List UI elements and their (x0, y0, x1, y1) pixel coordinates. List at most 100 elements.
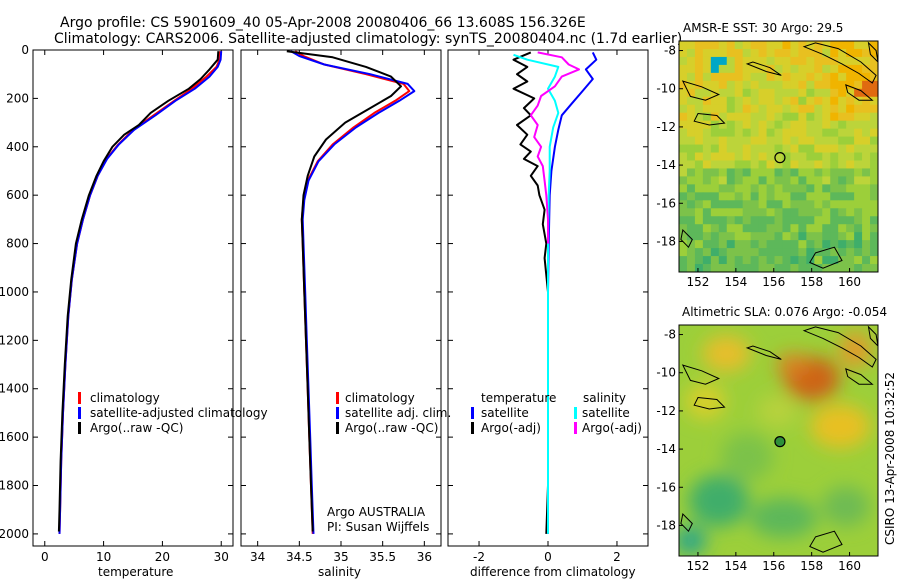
sst-cell (758, 112, 767, 122)
sst-cell (854, 264, 863, 272)
sst-cell (862, 176, 871, 185)
sst-cell (710, 232, 720, 241)
sst-cell (750, 216, 759, 225)
sst-cell (694, 232, 704, 241)
sst-cell (766, 184, 775, 193)
sst-cell (862, 48, 871, 58)
sst-cell (702, 72, 712, 82)
sst-cell (679, 200, 688, 209)
sst-cell (750, 41, 759, 50)
sst-cell (679, 160, 688, 169)
sst-cell (742, 41, 752, 50)
sst-cell (782, 96, 791, 106)
sst-cell (854, 96, 863, 106)
sst-cell (702, 41, 712, 50)
sst-cell (870, 104, 878, 114)
sst-cell (702, 64, 712, 74)
sst-cell (870, 80, 878, 90)
y-tick-label: 2000 (0, 527, 29, 541)
header-line-1: Argo profile: CS 5901609_40 05-Apr-2008 … (60, 15, 586, 31)
sst-cell (758, 128, 767, 137)
sst-cell (750, 136, 759, 145)
map-y-tick-label: -10 (656, 82, 676, 96)
sst-cell (838, 112, 847, 122)
sst-cell (870, 232, 878, 241)
sst-cell (742, 88, 752, 98)
legend-swatch-temp-satellite (471, 407, 474, 419)
sst-cell (742, 64, 752, 74)
sst-cell (702, 144, 712, 153)
sst-cell (750, 144, 759, 153)
sst-cell (679, 232, 688, 241)
sst-cell (854, 256, 863, 265)
salinity-xlabel: salinity (318, 565, 361, 579)
sst-cell (806, 112, 815, 122)
series-line (294, 50, 411, 534)
sst-cell (790, 96, 799, 106)
sst-cell (686, 80, 696, 90)
sst-cell (798, 64, 807, 74)
sst-cell (774, 72, 783, 82)
sst-cell (790, 48, 799, 58)
sst-cell (830, 160, 839, 169)
sst-cell (862, 136, 871, 145)
sst-cell (806, 88, 815, 98)
temperature-ticks: 0 10 20 30 0 200 400 600 800 1000 1200 1400 1600 1800… (0, 43, 233, 564)
map-y-tick-label: -18 (656, 234, 676, 248)
sst-cell (679, 104, 688, 114)
sst-cell (838, 72, 847, 82)
sst-cell (838, 264, 847, 272)
sst-cell (758, 224, 767, 233)
sst-cell (718, 184, 728, 193)
sst-cell (686, 176, 696, 185)
sst-cell (862, 128, 871, 137)
sst-cell (798, 240, 807, 249)
sst-cell (694, 80, 704, 90)
legend-head-salinity: salinity (583, 391, 626, 405)
sst-cell (870, 72, 878, 82)
legend-swatch-climatology (78, 392, 81, 404)
sst-cell (814, 64, 823, 74)
sst-cell (742, 96, 752, 106)
sst-cell (798, 256, 807, 265)
sst-cell (726, 72, 736, 82)
sst-cell (742, 208, 752, 217)
map-x-tick-label: 154 (724, 275, 747, 289)
sst-cell (702, 216, 712, 225)
sst-cell (758, 248, 767, 257)
sst-cell (679, 56, 688, 66)
sst-cell (846, 80, 855, 90)
sst-map-panel: AMSR-E SST: 30 Argo: 29.5 152 154 156 158 16… (656, 21, 879, 289)
sst-cell (702, 80, 712, 90)
sst-cell (758, 136, 767, 145)
sst-cell (806, 168, 815, 177)
sst-cell (679, 152, 688, 161)
sst-cell (846, 168, 855, 177)
sst-cell (854, 120, 863, 130)
sst-cell (742, 224, 752, 233)
sst-cell (854, 80, 863, 90)
sst-cell (862, 232, 871, 241)
x-tick-label: 35 (333, 550, 348, 564)
sla-blob (810, 404, 871, 449)
sst-cell (862, 160, 871, 169)
sst-cell (870, 112, 878, 122)
sst-cell (758, 56, 767, 66)
sst-cell (734, 48, 744, 58)
sst-cell (798, 192, 807, 201)
temperature-legend: climatology satellite-adjusted climatolo… (78, 391, 268, 435)
sst-cell (726, 56, 736, 66)
sst-cell (679, 64, 688, 74)
sst-cell (782, 192, 791, 201)
sst-cell (798, 80, 807, 90)
sst-cell (750, 240, 759, 249)
sst-cell (870, 176, 878, 185)
sst-cell (854, 56, 863, 66)
sla-blob (685, 383, 726, 420)
sst-cell (782, 136, 791, 145)
sst-cell (718, 216, 728, 225)
sst-cell (710, 184, 720, 193)
sst-cell (846, 240, 855, 249)
sst-cell (774, 144, 783, 153)
sst-cell (854, 72, 863, 82)
